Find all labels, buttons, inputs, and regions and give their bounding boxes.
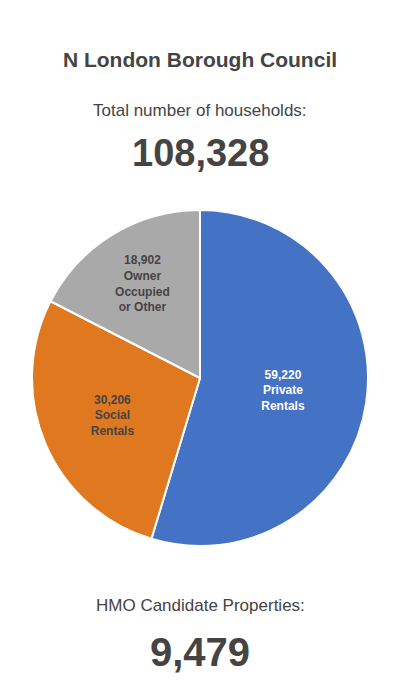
svg-text:108,328: 108,328 [132, 132, 269, 174]
svg-text:HMO Candidate Properties:: HMO Candidate Properties: [96, 596, 305, 615]
svg-text:30,206SocialRentals: 30,206SocialRentals [91, 393, 135, 438]
svg-text:18,902OwnerOccupiedor Other: 18,902OwnerOccupiedor Other [115, 253, 170, 314]
svg-text:Total number of households:: Total number of households: [93, 101, 307, 120]
svg-text:N London Borough Council: N London Borough Council [63, 48, 337, 71]
svg-text:9,479: 9,479 [150, 630, 250, 674]
svg-text:59,220PrivateRentals: 59,220PrivateRentals [261, 368, 305, 413]
